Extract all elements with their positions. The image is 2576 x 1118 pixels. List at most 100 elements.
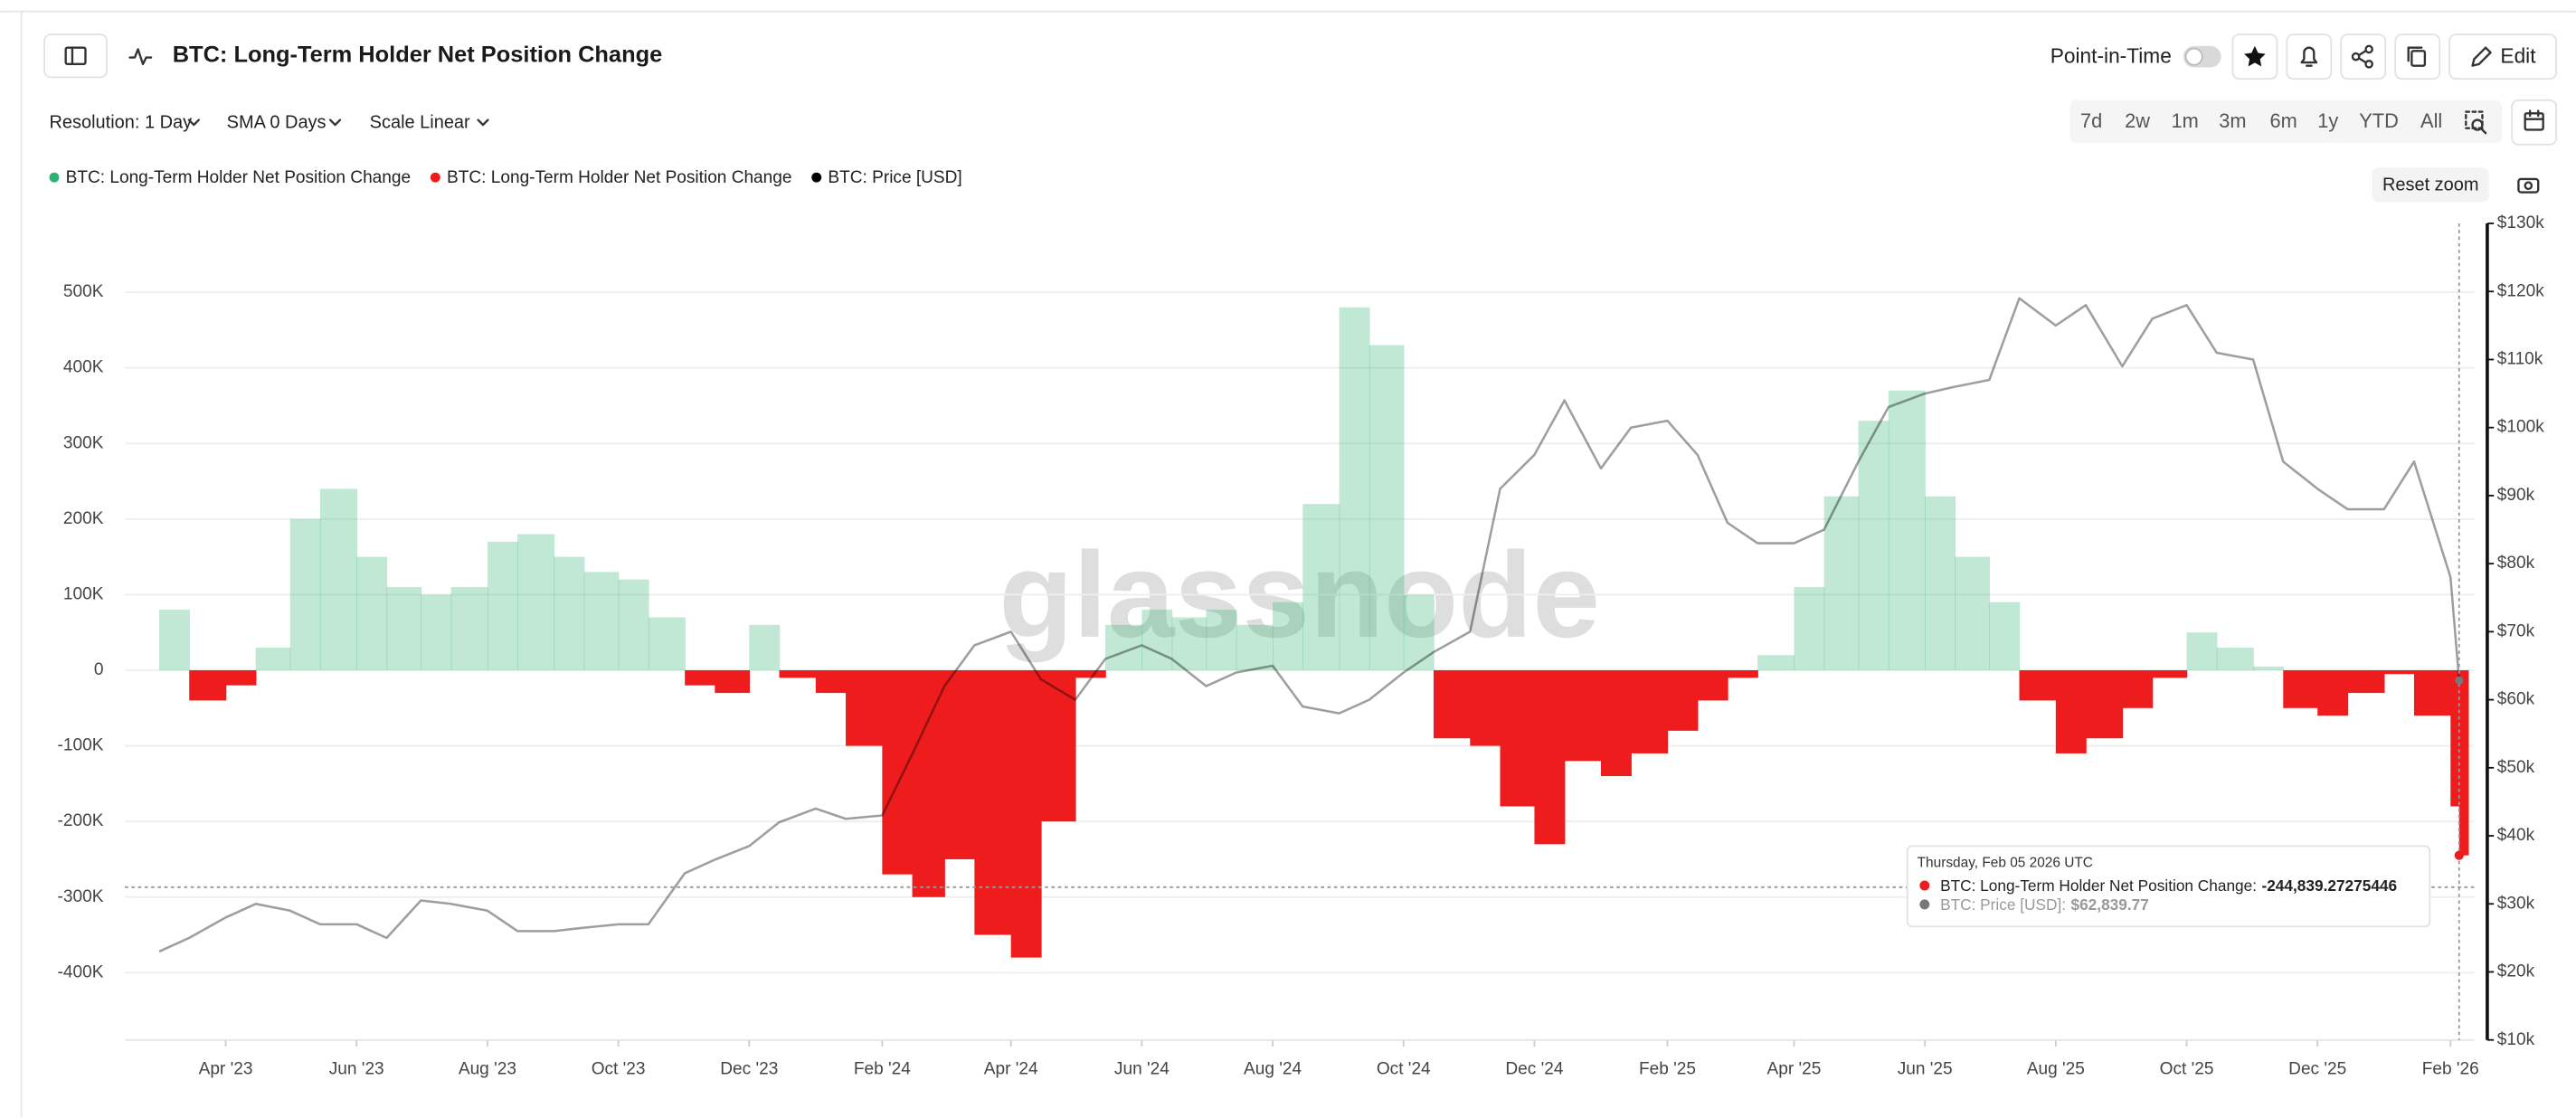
range-button[interactable]: YTD	[2359, 109, 2399, 132]
bar	[2458, 669, 2469, 856]
range-button[interactable]: 7d	[2080, 109, 2102, 132]
chevron	[328, 118, 342, 127]
bar	[421, 594, 452, 670]
range-button[interactable]: 1y	[2317, 109, 2338, 132]
dropdown-label[interactable]: Scale Linear	[370, 113, 470, 133]
pencil-icon	[2471, 46, 2492, 67]
y2-tick-label: $10k	[2497, 1030, 2535, 1049]
edit-button[interactable]: Edit	[2448, 33, 2558, 81]
bar	[554, 556, 585, 670]
reset-zoom-label[interactable]: Reset zoom	[2382, 175, 2479, 195]
tooltip-marker	[1919, 899, 1930, 910]
bar	[1500, 669, 1536, 807]
tooltip-marker	[1919, 880, 1930, 891]
bar	[356, 556, 388, 670]
range-button[interactable]: 3m	[2219, 109, 2246, 132]
bell-icon	[2300, 46, 2318, 67]
tooltip-row: BTC: Long-Term Holder Net Position Chang…	[1940, 876, 2397, 894]
point-in-time-toggle[interactable]	[2183, 45, 2221, 68]
plot-area: glassnode-400K-300K-200K-100K0100K200K30…	[58, 213, 2545, 1078]
legend-label[interactable]: BTC: Long-Term Holder Net Position Chang…	[66, 168, 411, 187]
button[interactable]	[43, 33, 108, 79]
y-tick-label: 500K	[63, 282, 104, 301]
dropdown-label[interactable]: Resolution: 1 Day	[50, 113, 193, 133]
bar	[1010, 669, 1042, 958]
range-button[interactable]: 2w	[2125, 109, 2150, 132]
tooltip-row: BTC: Price [USD]: $62,839.77	[1940, 895, 2149, 913]
y2-tick-label: $100k	[2497, 418, 2544, 437]
legend-label[interactable]: BTC: Long-Term Holder Net Position Chang…	[447, 168, 791, 187]
chart-title: BTC: Long-Term Holder Net Position Chang…	[173, 42, 663, 67]
sma-dropdown[interactable]: SMA 0 Days	[227, 113, 342, 133]
duplicate-button[interactable]	[2394, 33, 2441, 81]
share-button[interactable]	[2340, 33, 2387, 81]
tooltip-label: BTC: Long-Term Holder Net Position Chang…	[1940, 876, 2257, 894]
bar	[1888, 390, 1926, 670]
bar	[2383, 669, 2415, 675]
x-tick-label: Feb '24	[854, 1059, 911, 1078]
bar	[1925, 496, 1956, 670]
bar	[1989, 602, 2021, 670]
bar	[1302, 504, 1340, 670]
button[interactable]	[2372, 167, 2489, 203]
bar	[1564, 669, 1602, 762]
bar	[944, 669, 976, 859]
x-tick-label: Aug '24	[1244, 1059, 1302, 1078]
bar	[1858, 421, 1889, 670]
y2-tick-label: $130k	[2497, 213, 2544, 232]
range-button[interactable]: 6m	[2270, 109, 2297, 132]
calendar-button[interactable]	[2511, 99, 2558, 146]
y2-tick-label: $60k	[2497, 690, 2535, 709]
x-tick-label: Aug '25	[2027, 1059, 2085, 1078]
bar	[255, 647, 291, 670]
bar	[2317, 669, 2349, 716]
x-tick-label: Aug '23	[459, 1059, 516, 1078]
bar	[487, 541, 518, 670]
bar	[2186, 632, 2218, 670]
bar	[1433, 669, 1472, 739]
button[interactable]	[2448, 33, 2558, 81]
legend-label[interactable]: BTC: Price [USD]	[828, 168, 961, 187]
bar	[289, 518, 321, 670]
bar	[159, 610, 190, 670]
dropdown-label[interactable]: SMA 0 Days	[227, 113, 327, 133]
y2-tick-label: $40k	[2497, 826, 2535, 845]
bar	[2152, 669, 2188, 678]
tooltip: Thursday, Feb 05 2026 UTC BTC: Long-Term …	[1906, 845, 2431, 928]
bar	[1470, 669, 1501, 746]
y-tick-label: -300K	[58, 887, 104, 906]
range-button[interactable]: All	[2420, 109, 2442, 132]
metric-icon	[128, 48, 153, 66]
x-tick-label: Feb '25	[1639, 1059, 1696, 1078]
alert-button[interactable]	[2286, 33, 2333, 81]
price-line	[158, 297, 2461, 953]
bar	[2450, 669, 2460, 807]
bar	[319, 488, 357, 670]
hover-point	[2455, 676, 2464, 685]
range-button[interactable]: 1m	[2172, 109, 2199, 132]
x-tick-label: Apr '25	[1767, 1059, 1822, 1078]
bar	[189, 669, 227, 701]
sidebar-toggle[interactable]	[43, 33, 108, 79]
bar	[1534, 669, 1566, 845]
bar	[2019, 669, 2057, 701]
x-tick-label: Jun '25	[1898, 1059, 1953, 1078]
y2-tick-label: $120k	[2497, 281, 2544, 300]
screenshot-icon[interactable]	[2517, 177, 2540, 194]
resolution-dropdown[interactable]: Resolution: 1 Day	[50, 113, 200, 133]
tooltip-value: -244,839.27275446	[2261, 876, 2397, 894]
bar	[517, 534, 555, 670]
scale-dropdown[interactable]: Scale Linear	[370, 113, 489, 133]
x-tick-label: Dec '25	[2288, 1059, 2346, 1078]
y2-tick-label: $110k	[2497, 350, 2543, 369]
x-tick-label: Apr '23	[199, 1059, 253, 1078]
edit-label[interactable]: Edit	[2500, 44, 2536, 68]
zoom-select-icon[interactable]	[2465, 110, 2487, 135]
range-buttons: 7d 2w 1m 3m 6m 1y YTD All	[2080, 109, 2442, 132]
bar	[1823, 496, 1860, 670]
point-in-time-label: Point-in-Time	[2050, 44, 2172, 68]
reset-zoom-button[interactable]: Reset zoom	[2372, 167, 2489, 203]
y2-tick-label: $80k	[2497, 554, 2535, 573]
